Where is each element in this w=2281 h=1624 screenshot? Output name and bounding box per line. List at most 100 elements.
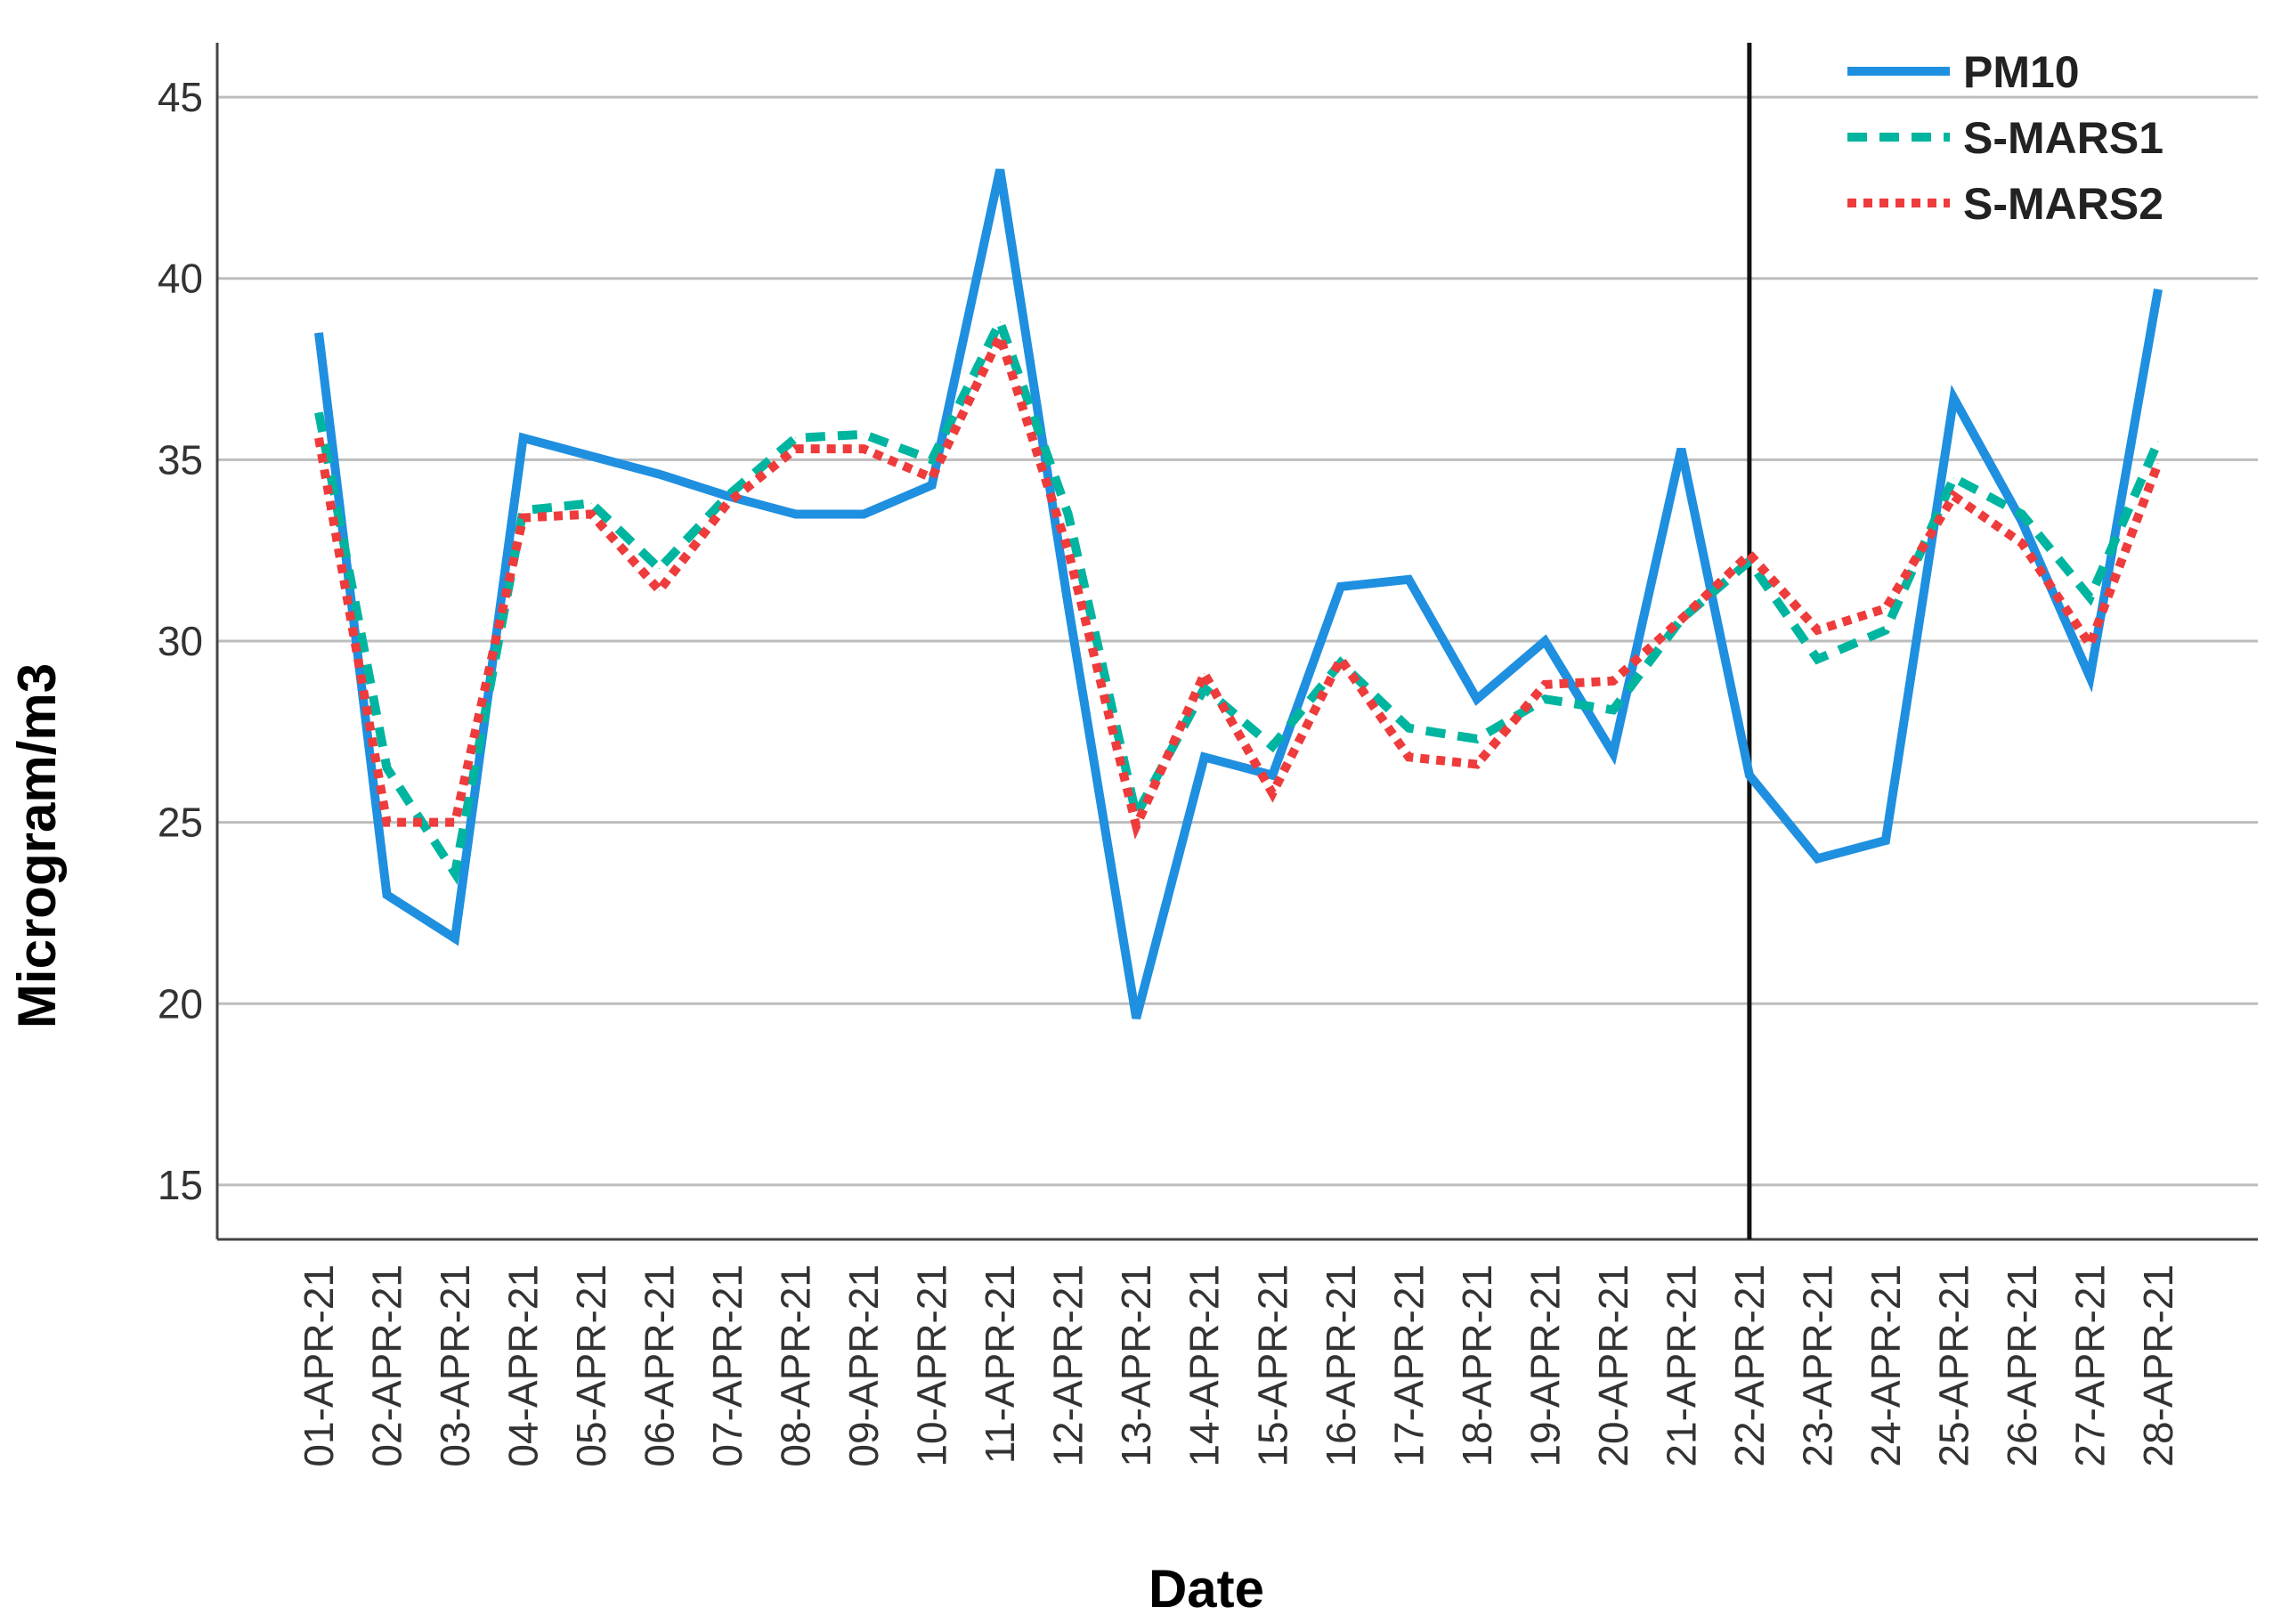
data-point — [1544, 684, 1546, 686]
data-point — [523, 437, 524, 439]
data-point — [1271, 792, 1273, 794]
data-point — [795, 437, 797, 439]
y-tick-label-30: 30 — [158, 618, 203, 664]
data-point — [2157, 462, 2159, 464]
data-point — [318, 332, 320, 334]
data-point — [1476, 698, 1478, 700]
series-lines — [314, 168, 2163, 1019]
data-point — [863, 513, 865, 515]
y-axis-title: Microgram/m3 — [7, 663, 67, 1028]
data-point — [659, 568, 661, 570]
data-point — [1952, 397, 1954, 399]
x-tick-label: 24-APR-21 — [1863, 1264, 1909, 1467]
data-point — [1408, 727, 1409, 729]
x-tick-label: 13-APR-21 — [1113, 1264, 1159, 1467]
data-point — [1408, 756, 1409, 758]
data-point — [386, 894, 388, 896]
data-point — [1408, 579, 1409, 581]
data-point — [1816, 629, 1818, 631]
y-tick-label-20: 20 — [158, 980, 203, 1027]
x-tick-label: 02-APR-21 — [364, 1264, 410, 1467]
data-point — [1476, 763, 1478, 765]
series-line-s-mars2 — [314, 324, 2163, 840]
data-point — [795, 513, 797, 515]
x-tick-label: 22-APR-21 — [1726, 1264, 1773, 1467]
data-point — [1204, 756, 1205, 758]
x-tick-label: 26-APR-21 — [1999, 1264, 2045, 1467]
data-point — [386, 822, 388, 824]
data-point — [931, 484, 933, 486]
x-tick-label: 06-APR-21 — [637, 1264, 683, 1467]
data-point — [2157, 288, 2159, 290]
data-point — [1885, 840, 1887, 841]
data-point — [318, 437, 320, 439]
data-point — [999, 321, 1001, 323]
x-tick-label: 10-APR-21 — [909, 1264, 955, 1467]
legend-label-s-mars1: S-MARS1 — [1963, 113, 2163, 163]
data-point — [1612, 680, 1614, 682]
data-point — [1680, 448, 1682, 450]
x-tick-label: 18-APR-21 — [1454, 1264, 1500, 1467]
y-tick-label-45: 45 — [158, 74, 203, 120]
data-point — [2021, 513, 2023, 515]
x-tick-label: 20-APR-21 — [1590, 1264, 1636, 1467]
x-tick-label: 07-APR-21 — [704, 1264, 751, 1467]
x-tick-label: 15-APR-21 — [1249, 1264, 1295, 1467]
data-point — [1135, 825, 1137, 827]
x-tick-labels: 01-APR-21 02-APR-21 03-APR-21 04-APR-21 05-A… — [296, 1264, 2181, 1467]
data-point — [795, 448, 797, 450]
x-tick-label: 23-APR-21 — [1794, 1264, 1840, 1467]
data-point — [523, 509, 524, 511]
x-tick-label: 12-APR-21 — [1045, 1264, 1092, 1467]
x-tick-label: 25-APR-21 — [1930, 1264, 1977, 1467]
data-point — [1885, 629, 1887, 631]
x-tick-label: 17-APR-21 — [1385, 1264, 1432, 1467]
data-point — [999, 336, 1001, 337]
x-tick-label: 04-APR-21 — [500, 1264, 547, 1467]
data-point — [1204, 673, 1205, 675]
y-tick-labels: 15 20 25 30 35 40 45 — [158, 74, 203, 1208]
y-tick-label-40: 40 — [158, 256, 203, 302]
data-point — [931, 477, 933, 479]
series-line-pm10 — [314, 168, 2163, 1019]
data-point — [454, 822, 456, 824]
x-tick-label: 16-APR-21 — [1318, 1264, 1364, 1467]
data-point — [1340, 586, 1342, 588]
data-point — [1204, 687, 1205, 689]
data-point — [1544, 640, 1546, 642]
x-axis-title: Date — [1149, 1559, 1264, 1619]
data-point — [1067, 513, 1069, 515]
data-point — [1271, 745, 1273, 747]
x-tick-label: 27-APR-21 — [2066, 1264, 2113, 1467]
data-point — [999, 169, 1001, 171]
x-tick-label: 14-APR-21 — [1181, 1264, 1228, 1467]
data-point — [1612, 752, 1614, 754]
legend: PM10 S-MARS1 S-MARS2 — [1847, 47, 2163, 229]
data-point — [1816, 658, 1818, 660]
x-tick-label: 19-APR-21 — [1522, 1264, 1568, 1467]
data-point — [523, 517, 524, 519]
data-point — [2157, 441, 2159, 443]
x-tick-label: 01-APR-21 — [296, 1264, 342, 1467]
data-point — [1340, 658, 1342, 660]
data-point — [863, 448, 865, 450]
data-point — [590, 513, 592, 515]
data-point — [318, 411, 320, 413]
legend-label-pm10: PM10 — [1963, 47, 2080, 97]
x-tick-label: 11-APR-21 — [977, 1264, 1023, 1464]
data-point — [1885, 607, 1887, 609]
data-point — [1952, 477, 1954, 479]
data-point — [1135, 1018, 1137, 1019]
data-point — [1067, 549, 1069, 551]
data-point — [590, 502, 592, 504]
data-point — [590, 455, 592, 457]
data-point — [727, 502, 728, 504]
axes — [215, 43, 2258, 1241]
data-point — [1680, 619, 1682, 621]
series-line-s-mars1 — [314, 310, 2163, 885]
data-point — [386, 767, 388, 769]
x-tick-label: 28-APR-21 — [2135, 1264, 2181, 1467]
data-point — [659, 474, 661, 475]
x-tick-label: 21-APR-21 — [1658, 1264, 1704, 1467]
